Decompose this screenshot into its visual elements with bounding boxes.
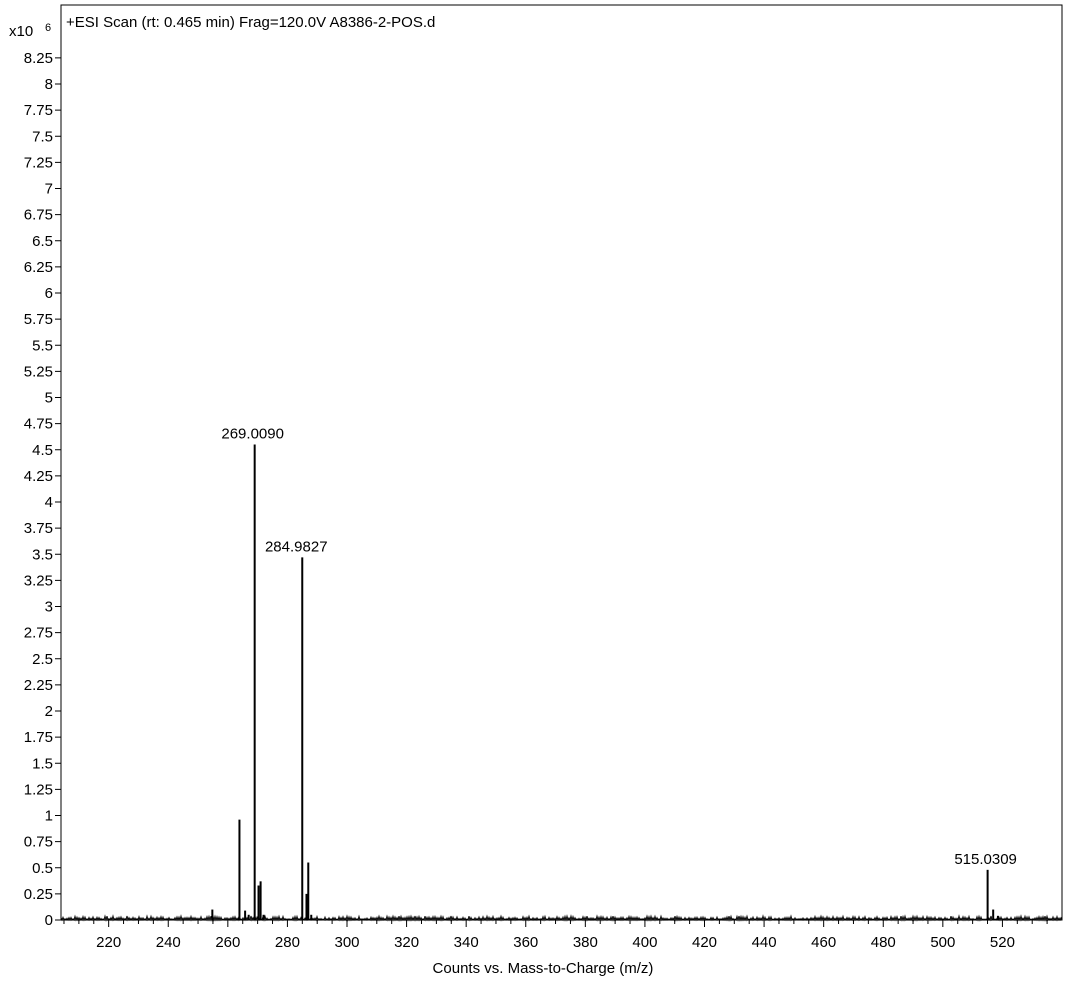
baseline-noise [60, 914, 1063, 922]
y-tick-label: 4.25 [24, 468, 53, 485]
y-tick-label: 7.25 [24, 154, 53, 171]
x-tick-label: 240 [156, 934, 181, 951]
y-multiplier-exponent: 6 [45, 22, 51, 34]
y-tick-label: 0.5 [32, 860, 53, 877]
y-tick-label: 4 [45, 494, 53, 511]
y-tick-label: 2 [45, 703, 53, 720]
peak-label: 269.0090 [221, 426, 284, 443]
y-tick-label: 3 [45, 599, 53, 616]
x-tick-label: 460 [811, 934, 836, 951]
noise-trace [60, 914, 1063, 922]
x-tick-label: 220 [96, 934, 121, 951]
y-tick-label: 6.25 [24, 259, 53, 276]
y-tick-label: 2.75 [24, 625, 53, 642]
y-tick-label: 7 [45, 181, 53, 198]
y-tick-label: 6 [45, 285, 53, 302]
y-tick-label: 4.75 [24, 416, 53, 433]
x-axis: 220 240 260 280 300 320 340 360 380 400 420 440 460 4… [63, 920, 1048, 951]
peak-label: 515.0309 [954, 851, 1017, 868]
y-tick-label: 1.5 [32, 755, 53, 772]
y-tick-label: 8 [45, 76, 53, 93]
peak-label: 284.9827 [265, 538, 328, 555]
y-tick-label: 4.5 [32, 442, 53, 459]
y-tick-label: 5.25 [24, 363, 53, 380]
y-tick-label: 1 [45, 808, 53, 825]
y-tick-label: 5 [45, 390, 53, 407]
x-tick-label: 400 [632, 934, 657, 951]
y-tick-label: 3.25 [24, 572, 53, 589]
y-tick-label: 3.75 [24, 520, 53, 537]
y-tick-label: 2.25 [24, 677, 53, 694]
y-tick-label: 5.5 [32, 337, 53, 354]
x-tick-label: 320 [394, 934, 419, 951]
x-tick-label: 260 [215, 934, 240, 951]
y-tick-label: 6.75 [24, 207, 53, 224]
x-tick-label: 360 [513, 934, 538, 951]
plot-frame [60, 4, 1063, 921]
y-axis: 0 0.25 0.5 0.75 1 1.25 1.5 1.75 2 2.25 2.5 2.75 3 3.2… [24, 50, 61, 929]
chart-title: +ESI Scan (rt: 0.465 min) Frag=120.0V A8… [66, 14, 435, 31]
x-tick-label: 420 [692, 934, 717, 951]
x-tick-label: 500 [930, 934, 955, 951]
x-tick-label: 300 [334, 934, 359, 951]
y-tick-label: 0 [45, 912, 53, 929]
y-multiplier-label: x10 [9, 23, 33, 40]
peak-labels: 269.0090 284.9827 515.0309 [221, 426, 1017, 868]
y-tick-label: 8.25 [24, 50, 53, 67]
x-tick-label: 520 [990, 934, 1015, 951]
x-tick-label: 340 [454, 934, 479, 951]
y-tick-label: 7.75 [24, 102, 53, 119]
x-tick-label: 380 [573, 934, 598, 951]
y-tick-label: 3.5 [32, 546, 53, 563]
y-tick-label: 0.75 [24, 834, 53, 851]
x-tick-label: 280 [275, 934, 300, 951]
x-tick-label: 480 [871, 934, 896, 951]
y-tick-label: 5.75 [24, 311, 53, 328]
y-tick-label: 1.25 [24, 781, 53, 798]
y-tick-label: 0.25 [24, 886, 53, 903]
y-tick-label: 1.75 [24, 729, 53, 746]
y-tick-label: 6.5 [32, 233, 53, 250]
x-tick-label: 440 [752, 934, 777, 951]
y-tick-label: 2.5 [32, 651, 53, 668]
x-axis-title: Counts vs. Mass-to-Charge (m/z) [433, 960, 654, 977]
peaks [211, 444, 999, 920]
y-tick-label: 7.5 [32, 128, 53, 145]
